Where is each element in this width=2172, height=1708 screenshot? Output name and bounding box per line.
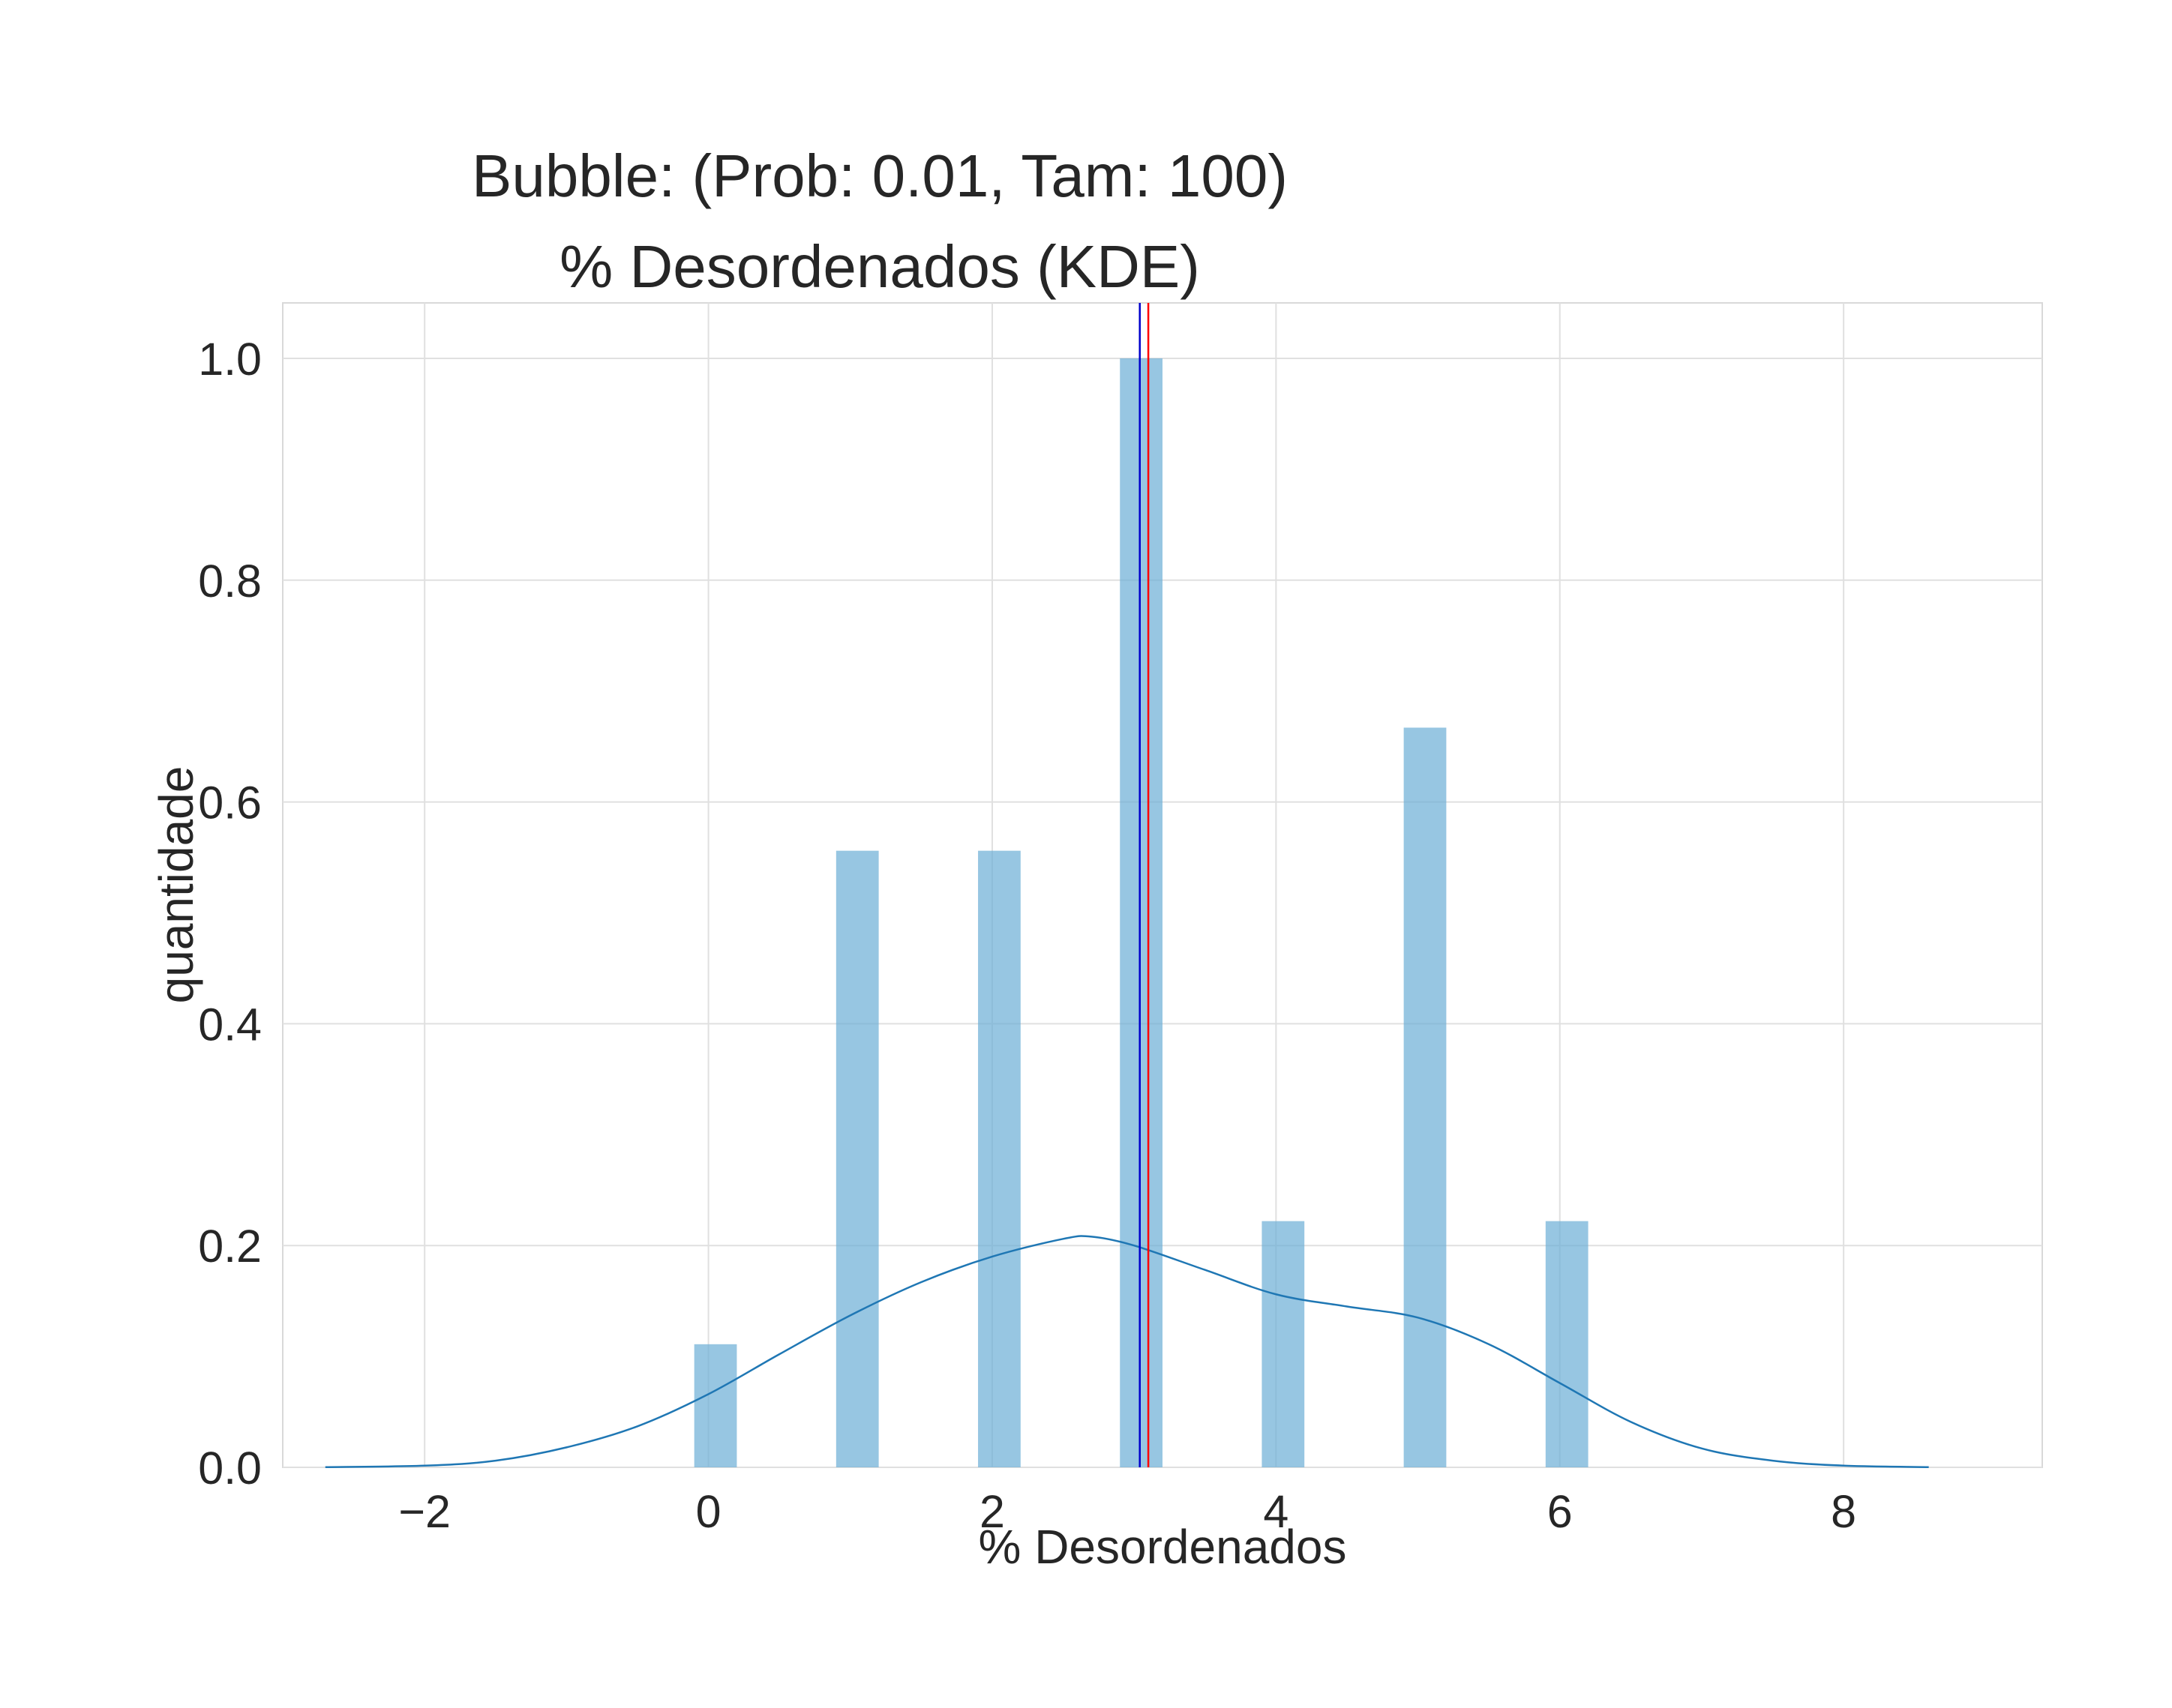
y-tick-label: 0.6 — [198, 778, 262, 829]
x-axis-label: % Desordenados — [979, 1520, 1347, 1574]
x-tick-label: −2 — [398, 1486, 451, 1537]
histogram-bar — [1262, 1221, 1305, 1467]
chart-subtitle: % Desordenados (KDE) — [560, 233, 1200, 300]
y-tick-label: 1.0 — [198, 334, 262, 385]
x-tick-label: 0 — [696, 1486, 722, 1537]
y-tick-label: 0.2 — [198, 1221, 262, 1272]
x-tick-labels: −2 0 2 4 6 8 — [398, 1486, 1856, 1537]
x-tick-label: 8 — [1831, 1486, 1856, 1537]
x-tick-label: 2 — [980, 1486, 1005, 1537]
histogram-bar — [694, 1344, 737, 1467]
histogram-bar — [1403, 727, 1447, 1467]
kde-curve-group — [325, 1235, 1929, 1468]
kde-curve — [325, 1235, 1929, 1468]
histogram-bar — [978, 850, 1021, 1467]
reference-lines — [1138, 303, 1150, 1467]
y-tick-labels: 0.0 0.2 0.4 0.6 0.8 1.0 — [198, 334, 262, 1494]
histogram-bar — [836, 850, 879, 1467]
histogram-bars — [694, 358, 1588, 1467]
x-tick-label: 6 — [1547, 1486, 1573, 1537]
y-axis-label: quantidade — [149, 766, 203, 1004]
y-tick-label: 0.8 — [198, 556, 262, 607]
x-tick-label: 4 — [1263, 1486, 1288, 1537]
chart-title: Bubble: (Prob: 0.01, Tam: 100) — [472, 142, 1288, 209]
histogram-bar — [1120, 358, 1162, 1467]
y-tick-label: 0.4 — [198, 999, 262, 1050]
y-tick-label: 0.0 — [198, 1443, 262, 1494]
histogram-bar — [1545, 1221, 1588, 1467]
